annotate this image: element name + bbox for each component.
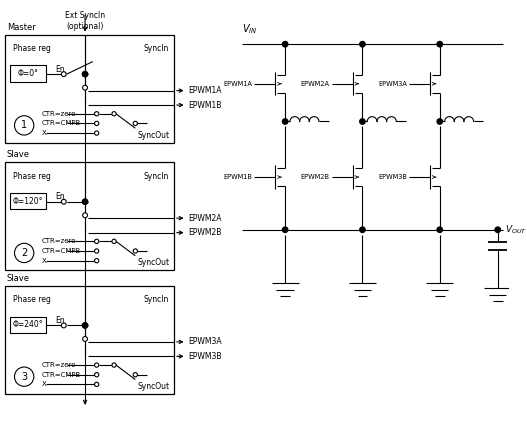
Text: Φ=0°: Φ=0°	[17, 69, 38, 78]
Circle shape	[112, 239, 116, 243]
Bar	[5, 35, 174, 143]
Text: X: X	[42, 258, 46, 264]
Text: Φ=240°: Φ=240°	[13, 320, 43, 329]
Text: EPWM3A: EPWM3A	[378, 81, 407, 87]
Circle shape	[15, 116, 34, 135]
Circle shape	[94, 112, 99, 116]
Text: $V_{IN}$: $V_{IN}$	[242, 23, 257, 36]
Text: Slave: Slave	[7, 274, 30, 283]
Circle shape	[133, 121, 138, 125]
Circle shape	[495, 227, 501, 232]
Text: 2: 2	[21, 248, 27, 258]
Circle shape	[133, 372, 138, 377]
Text: SyncOut: SyncOut	[137, 130, 169, 140]
Circle shape	[112, 112, 116, 116]
Text: X: X	[42, 381, 46, 388]
Circle shape	[94, 121, 99, 125]
Circle shape	[83, 323, 87, 328]
Text: CTR=zero: CTR=zero	[42, 111, 76, 117]
Text: CTR=CMPB: CTR=CMPB	[42, 121, 81, 126]
Text: Phase reg: Phase reg	[13, 172, 51, 181]
Circle shape	[437, 227, 443, 232]
Circle shape	[437, 119, 443, 124]
Circle shape	[94, 249, 99, 253]
Circle shape	[82, 323, 88, 328]
Circle shape	[94, 382, 99, 387]
Text: X: X	[42, 130, 46, 136]
Circle shape	[282, 227, 288, 232]
Circle shape	[82, 199, 88, 204]
Text: $V_{OUT}$: $V_{OUT}$	[505, 223, 527, 236]
Circle shape	[83, 85, 87, 90]
Circle shape	[82, 72, 88, 77]
Circle shape	[61, 323, 66, 328]
Text: SyncOut: SyncOut	[137, 258, 169, 267]
Circle shape	[61, 199, 66, 204]
Circle shape	[133, 249, 138, 253]
Text: SyncIn: SyncIn	[144, 295, 169, 304]
Circle shape	[15, 243, 34, 263]
Text: EPWM1A: EPWM1A	[189, 86, 222, 95]
Text: 3: 3	[21, 372, 27, 382]
Circle shape	[83, 336, 87, 341]
Text: EPWM2B: EPWM2B	[189, 228, 222, 237]
Circle shape	[83, 199, 87, 204]
Text: Master: Master	[7, 23, 35, 32]
Circle shape	[94, 131, 99, 135]
Text: EPWM1A: EPWM1A	[223, 81, 252, 87]
Bar	[9, 317, 46, 333]
Text: CTR=zero: CTR=zero	[42, 239, 76, 244]
Text: SyncOut: SyncOut	[137, 382, 169, 391]
Circle shape	[112, 363, 116, 367]
Text: EPWM3A: EPWM3A	[189, 337, 222, 346]
Text: Slave: Slave	[7, 150, 30, 159]
Circle shape	[94, 259, 99, 263]
Text: CTR=CMPB: CTR=CMPB	[42, 248, 81, 254]
Circle shape	[282, 119, 288, 124]
Text: EPWM1B: EPWM1B	[189, 101, 222, 109]
Circle shape	[94, 239, 99, 243]
Circle shape	[94, 363, 99, 367]
Text: Ext SyncIn
(optional): Ext SyncIn (optional)	[65, 11, 105, 31]
Text: En: En	[55, 316, 65, 325]
Text: EPWM2A: EPWM2A	[300, 81, 329, 87]
Circle shape	[360, 119, 365, 124]
Bar	[5, 286, 174, 394]
Circle shape	[94, 372, 99, 377]
Text: EPWM1B: EPWM1B	[223, 174, 252, 180]
Text: Phase reg: Phase reg	[13, 295, 51, 304]
Bar	[9, 65, 46, 82]
Circle shape	[282, 41, 288, 47]
Text: CTR=CMPB: CTR=CMPB	[42, 372, 81, 378]
Text: EPWM2A: EPWM2A	[189, 214, 222, 222]
Circle shape	[15, 367, 34, 386]
Bar	[5, 162, 174, 271]
Bar	[9, 193, 46, 210]
Text: En: En	[55, 192, 65, 202]
Text: 1: 1	[21, 120, 27, 130]
Circle shape	[360, 41, 365, 47]
Text: En: En	[55, 65, 65, 74]
Circle shape	[83, 72, 87, 77]
Text: EPWM3B: EPWM3B	[189, 352, 222, 361]
Circle shape	[437, 41, 443, 47]
Text: EPWM2B: EPWM2B	[300, 174, 329, 180]
Text: SyncIn: SyncIn	[144, 44, 169, 53]
Text: CTR=zero: CTR=zero	[42, 362, 76, 368]
Circle shape	[83, 213, 87, 218]
Text: Φ=120°: Φ=120°	[13, 197, 43, 206]
Circle shape	[61, 72, 66, 77]
Text: Phase reg: Phase reg	[13, 44, 51, 53]
Text: SyncIn: SyncIn	[144, 172, 169, 181]
Circle shape	[360, 227, 365, 232]
Text: EPWM3B: EPWM3B	[378, 174, 407, 180]
